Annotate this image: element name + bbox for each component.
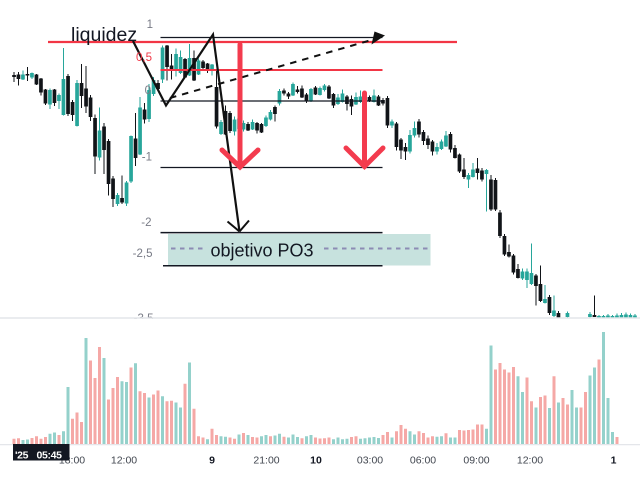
svg-text:12:00: 12:00 bbox=[111, 455, 137, 467]
svg-text:-2,5: -2,5 bbox=[133, 248, 153, 260]
svg-text:03:00: 03:00 bbox=[357, 455, 383, 467]
svg-text:12:00: 12:00 bbox=[517, 455, 543, 467]
svg-text:05:45: 05:45 bbox=[37, 450, 63, 462]
svg-text:0: 0 bbox=[145, 85, 151, 97]
svg-text:09:00: 09:00 bbox=[463, 455, 489, 467]
svg-text:9: 9 bbox=[209, 455, 215, 467]
svg-text:1: 1 bbox=[147, 19, 153, 31]
svg-text:1: 1 bbox=[611, 455, 617, 467]
svg-text:-2: -2 bbox=[141, 217, 151, 229]
svg-text:21:00: 21:00 bbox=[253, 455, 279, 467]
svg-text:10: 10 bbox=[310, 455, 322, 467]
svg-text:liquidez: liquidez bbox=[71, 24, 137, 46]
svg-text:-1: -1 bbox=[142, 152, 152, 164]
svg-text:'25: '25 bbox=[15, 450, 29, 462]
svg-text:06:00: 06:00 bbox=[410, 455, 436, 467]
svg-text:0,5: 0,5 bbox=[136, 52, 152, 64]
svg-text:objetivo PO3: objetivo PO3 bbox=[211, 241, 314, 261]
